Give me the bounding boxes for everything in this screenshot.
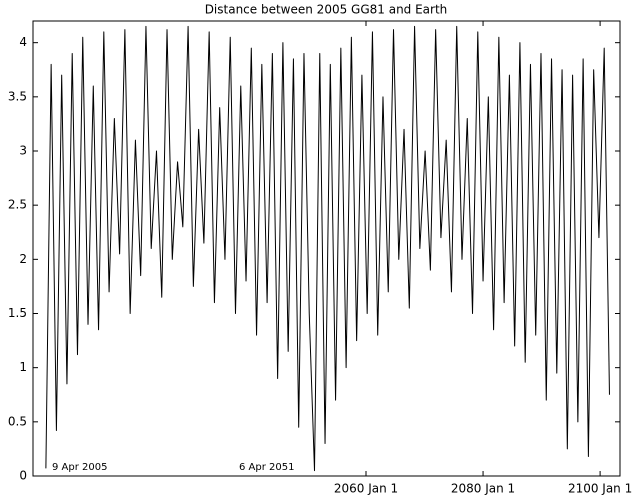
y-tick-label: 1.5 bbox=[8, 306, 27, 320]
annotation: 6 Apr 2051 bbox=[239, 462, 294, 473]
plot-frame bbox=[32, 20, 621, 477]
y-tick-label: 2 bbox=[19, 252, 27, 266]
y-tick-label: 4 bbox=[19, 35, 27, 49]
y-tick-label: 0 bbox=[19, 469, 27, 483]
annotation: 9 Apr 2005 bbox=[52, 462, 107, 473]
y-tick-label: 2.5 bbox=[8, 198, 27, 212]
data-line bbox=[45, 25, 610, 472]
y-tick-label: 3.5 bbox=[8, 89, 27, 103]
y-tick-label: 3 bbox=[19, 144, 27, 158]
chart-title: Distance between 2005 GG81 and Earth bbox=[205, 3, 448, 17]
y-tick-label: 1 bbox=[19, 360, 27, 374]
x-tick-label: 2080 Jan 1 bbox=[451, 482, 515, 496]
x-tick-label: 2060 Jan 1 bbox=[334, 482, 398, 496]
x-tick-label: 2100 Jan 1 bbox=[568, 482, 632, 496]
y-tick-label: 0.5 bbox=[8, 414, 27, 428]
